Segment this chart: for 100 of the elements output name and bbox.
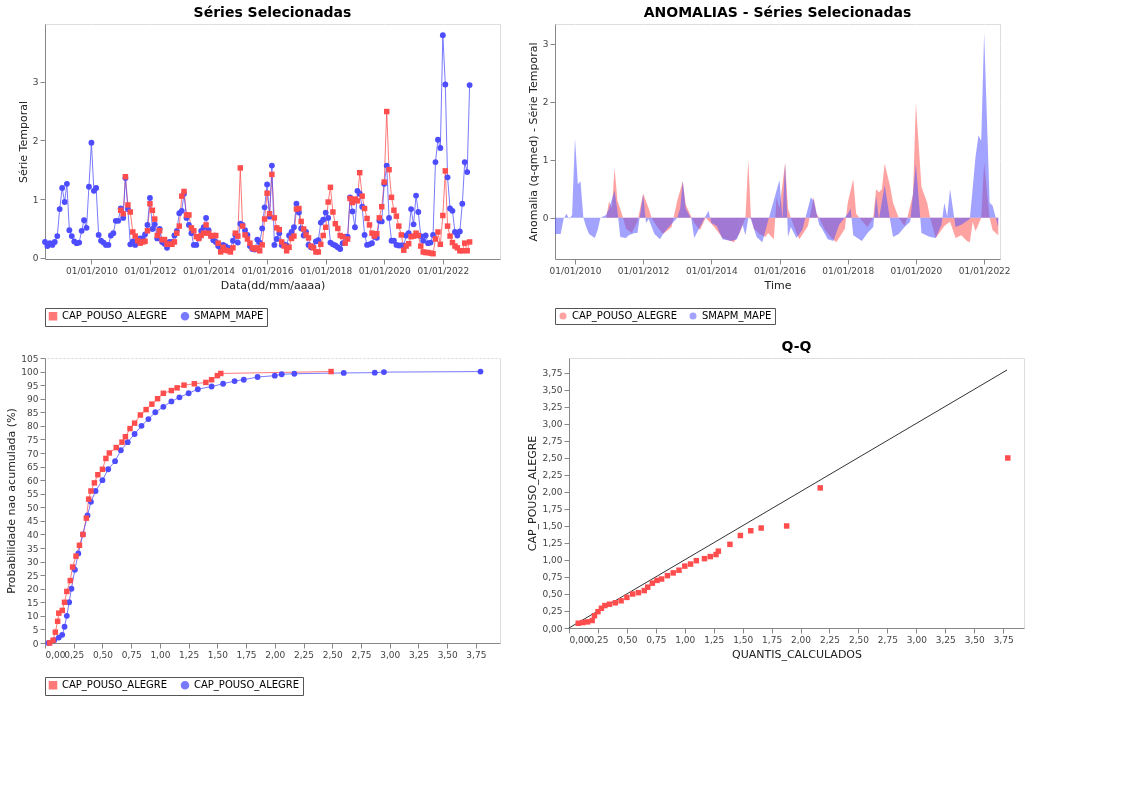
x-tick-label: 0,25 bbox=[588, 634, 609, 645]
chart-title: Séries Selecionadas bbox=[193, 4, 352, 20]
y-tick-label: 80 bbox=[27, 421, 39, 432]
legend-label: SMAPM_MAPE bbox=[194, 310, 264, 323]
y-tick-label: 1,50 bbox=[542, 521, 563, 532]
y-tick-label: 2,75 bbox=[542, 436, 563, 447]
y-tick-label: 1,25 bbox=[542, 538, 563, 549]
y-tick-label: 5 bbox=[32, 624, 39, 635]
y-tick-label: 2,25 bbox=[542, 470, 563, 481]
x-tick-label: 0,50 bbox=[92, 649, 114, 660]
x-tick-label: 3,25 bbox=[935, 634, 956, 645]
x-axis-title: Time bbox=[763, 278, 792, 292]
y-tick-label: 3,75 bbox=[542, 368, 563, 379]
y-tick-label: 40 bbox=[27, 529, 39, 540]
x-tick-label: 1,25 bbox=[179, 649, 200, 660]
y-tick-label: 65 bbox=[27, 462, 39, 473]
legend-label: CAP_POUSO_ALEGRE bbox=[62, 310, 168, 323]
y-tick-label: 2 bbox=[542, 97, 549, 108]
x-tick-label: 2,00 bbox=[265, 649, 286, 660]
y-tick-label: 2,50 bbox=[542, 453, 563, 464]
y-tick-label: 3 bbox=[542, 39, 549, 50]
y-tick-label: 3 bbox=[32, 77, 39, 88]
y-tick-label: 45 bbox=[27, 516, 39, 527]
x-tick-label: 1,00 bbox=[150, 649, 171, 660]
x-tick-label: 3,75 bbox=[466, 649, 487, 660]
x-tick-label: 2,25 bbox=[294, 649, 315, 660]
y-tick-label: 0,00 bbox=[542, 623, 563, 634]
y-tick-label: 35 bbox=[27, 543, 39, 554]
y-tick-label: 95 bbox=[27, 380, 39, 391]
x-tick-label: 2,50 bbox=[848, 634, 870, 645]
y-tick-label: 0 bbox=[32, 638, 39, 649]
x-tick-label: 1,00 bbox=[675, 634, 696, 645]
x-tick-label: 3,50 bbox=[437, 649, 458, 660]
y-tick-label: 55 bbox=[27, 489, 39, 500]
y-tick-label: 3,00 bbox=[542, 419, 563, 430]
y-tick-label: 0,25 bbox=[542, 606, 563, 617]
y-tick-label: 10 bbox=[27, 611, 39, 622]
x-tick-label: 01/01/2018 bbox=[822, 265, 875, 276]
x-tick-label: 1,75 bbox=[236, 649, 257, 660]
x-tick-label: 01/01/2020 bbox=[890, 265, 943, 276]
y-axis-title: Anomalia (q-qmed) - Série Temporal bbox=[526, 42, 540, 242]
x-tick-label: 2,75 bbox=[351, 649, 372, 660]
x-tick-label: 0,25 bbox=[64, 649, 85, 660]
y-tick-label: 25 bbox=[27, 570, 39, 581]
y-tick-label: 2 bbox=[32, 135, 39, 146]
x-tick-label: 3,25 bbox=[408, 649, 429, 660]
y-axis-title: Probabilidade nao acumulada (%) bbox=[5, 408, 19, 594]
x-tick-label: 0,75 bbox=[121, 649, 142, 660]
y-tick-label: 85 bbox=[27, 407, 39, 418]
legend-label: CAP_POUSO_ALEGRE bbox=[194, 679, 300, 692]
chart-title: Q-Q bbox=[781, 338, 812, 354]
y-tick-label: 0,75 bbox=[542, 572, 563, 583]
x-tick-label: 2,50 bbox=[322, 649, 344, 660]
x-tick-label: 01/01/2012 bbox=[617, 265, 670, 276]
x-tick-label: 01/01/2010 bbox=[549, 265, 602, 276]
y-tick-label: 0,50 bbox=[542, 589, 563, 600]
legend-label: SMAPM_MAPE bbox=[702, 310, 772, 322]
y-tick-label: 105 bbox=[21, 353, 39, 364]
y-tick-label: 1 bbox=[542, 155, 549, 166]
y-tick-label: 1,00 bbox=[542, 555, 563, 566]
y-tick-label: 100 bbox=[21, 367, 39, 378]
y-tick-label: 15 bbox=[27, 597, 39, 608]
y-tick-label: 50 bbox=[27, 502, 39, 513]
x-tick-label: 1,25 bbox=[704, 634, 725, 645]
x-tick-label: 01/01/2012 bbox=[124, 265, 177, 276]
y-tick-label: 75 bbox=[27, 434, 39, 445]
x-tick-label: 3,75 bbox=[993, 634, 1014, 645]
y-tick-label: 3,50 bbox=[542, 385, 563, 396]
chart-title: ANOMALIAS - Séries Selecionadas bbox=[643, 4, 912, 20]
x-tick-label: 01/01/2016 bbox=[241, 265, 294, 276]
y-tick-label: 1,75 bbox=[542, 504, 563, 515]
x-axis-title: Data(dd/mm/aaaa) bbox=[220, 278, 326, 292]
x-axis-title: QUANTIS_CALCULADOS bbox=[732, 647, 863, 661]
x-tick-label: 01/01/2016 bbox=[754, 265, 807, 276]
x-tick-label: 1,50 bbox=[733, 634, 754, 645]
x-tick-label: 0,50 bbox=[617, 634, 638, 645]
x-tick-label: 3,50 bbox=[964, 634, 986, 645]
x-tick-label: 01/01/2018 bbox=[300, 265, 353, 276]
x-tick-label: 01/01/2014 bbox=[183, 265, 236, 276]
x-tick-label: 0,75 bbox=[646, 634, 667, 645]
x-tick-label: 01/01/2020 bbox=[358, 265, 411, 276]
x-tick-label: 1,50 bbox=[207, 649, 229, 660]
x-tick-label: 01/01/2010 bbox=[65, 265, 119, 276]
y-tick-label: 3,25 bbox=[542, 402, 563, 413]
y-axis-title: CAP_POUSO_ALEGRE bbox=[526, 435, 540, 552]
y-tick-label: 0 bbox=[32, 253, 39, 264]
y-tick-label: 2,00 bbox=[542, 487, 563, 498]
x-tick-label: 01/01/2022 bbox=[958, 265, 1011, 276]
y-tick-label: 30 bbox=[27, 557, 39, 568]
x-tick-label: 2,00 bbox=[791, 634, 812, 645]
y-tick-label: 60 bbox=[27, 475, 39, 486]
y-tick-label: 20 bbox=[27, 584, 39, 595]
x-tick-label: 3,00 bbox=[906, 634, 928, 645]
x-tick-label: 1,75 bbox=[762, 634, 783, 645]
y-tick-label: 0 bbox=[542, 213, 549, 224]
x-tick-label: 3,00 bbox=[380, 649, 401, 660]
y-axis-title: Série Temporal bbox=[16, 101, 30, 183]
x-tick-label: 0,00 bbox=[45, 649, 66, 660]
y-tick-label: 1 bbox=[32, 194, 39, 205]
y-tick-label: 70 bbox=[27, 448, 39, 459]
